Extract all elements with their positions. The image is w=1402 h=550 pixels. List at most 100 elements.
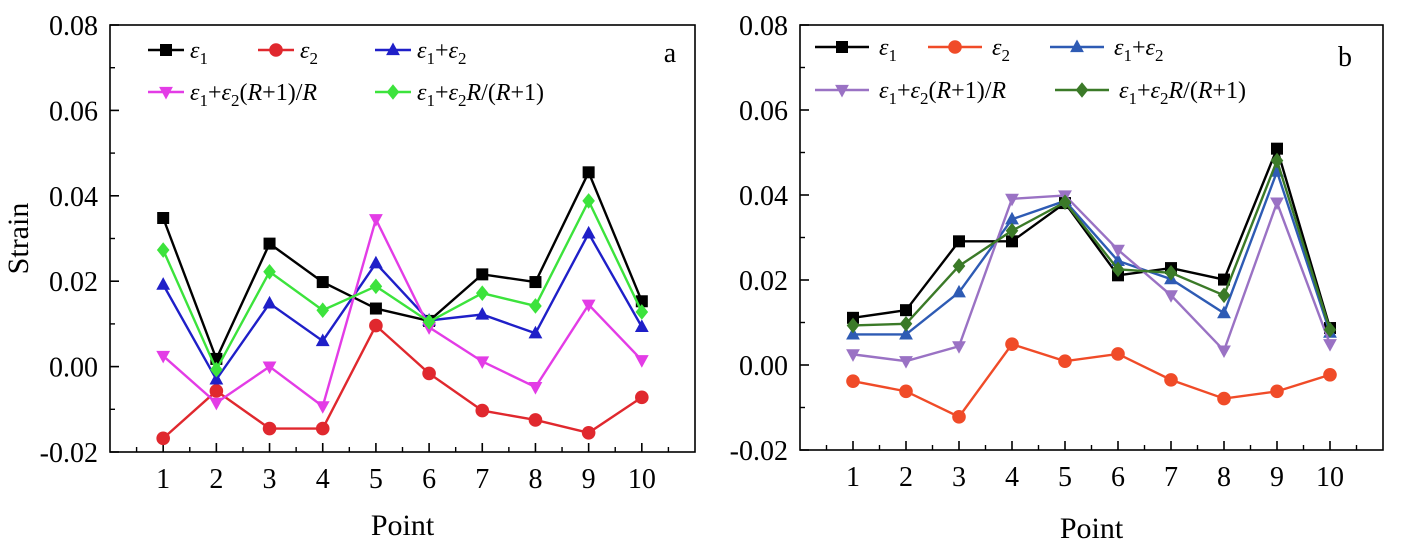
data-point — [1323, 321, 1337, 338]
legend-entry: ε1 — [148, 38, 208, 68]
legend-label: ε1 — [879, 35, 897, 65]
data-point — [528, 413, 543, 427]
legend-swatch-marker — [835, 84, 849, 98]
y-tick-label: 0.06 — [739, 96, 788, 127]
series-1 — [846, 337, 1337, 424]
series-line — [852, 194, 1332, 363]
data-point — [1217, 345, 1231, 359]
series-3 — [846, 190, 1337, 369]
x-tick-label: 5 — [1058, 462, 1072, 493]
data-point — [952, 284, 966, 298]
legend-entry: ε1 — [815, 35, 897, 65]
data-point — [953, 235, 965, 248]
legend-entry: ε1+ε2(R+1)/R — [815, 78, 1006, 108]
legend-entry: ε1+ε2R/(R+1) — [375, 80, 544, 110]
data-point — [476, 268, 489, 281]
legend-swatch-marker — [159, 86, 173, 100]
data-point — [156, 242, 170, 258]
y-tick-label: 0.04 — [49, 182, 98, 213]
x-tick-label: 8 — [1217, 462, 1231, 493]
data-point — [209, 371, 224, 385]
data-point — [582, 166, 595, 179]
legend: ε1 ε2 ε1+ε2 ε1+ε2(R+1)/R ε1+ε2R/(R+1) — [148, 38, 544, 110]
data-point — [369, 214, 383, 227]
series-2 — [846, 164, 1337, 340]
x-axis-title: Point — [371, 509, 435, 542]
data-point — [209, 397, 224, 411]
data-point — [316, 276, 329, 289]
legend: ε1 ε2 ε1+ε2 ε1+ε2(R+1)/R ε1+ε2R/(R+1) — [815, 35, 1246, 108]
data-point — [315, 401, 330, 414]
y-tick-label: 0.08 — [49, 11, 98, 42]
data-point — [369, 255, 383, 269]
x-tick-label: 6 — [1111, 462, 1125, 493]
data-point — [1058, 194, 1072, 211]
legend-entry: ε1+ε2 — [1050, 35, 1163, 65]
series-4 — [156, 193, 649, 378]
data-point — [1111, 253, 1125, 266]
y-tick-label: 0.02 — [739, 266, 788, 297]
data-point — [1323, 339, 1337, 352]
legend-swatch-marker — [836, 41, 848, 53]
x-tick-label: 10 — [1316, 462, 1344, 493]
data-point — [529, 276, 542, 289]
data-point — [582, 193, 595, 209]
data-point — [1005, 211, 1019, 225]
data-point — [952, 258, 966, 274]
data-point — [475, 356, 490, 369]
series-line — [162, 230, 643, 382]
data-point — [899, 384, 913, 399]
data-point — [422, 366, 436, 381]
data-point — [1006, 235, 1018, 248]
y-tick-label: -0.02 — [730, 436, 788, 467]
chart-panel-b: -0.02 0.00 0.02 0.04 0.06 0.08 1 2 3 4 5 6 7 8 9 10 Poin… — [730, 11, 1384, 545]
data-point — [475, 307, 490, 320]
x-tick-label: 5 — [369, 464, 383, 495]
data-point — [581, 299, 596, 313]
data-point — [262, 421, 277, 436]
data-point — [1111, 244, 1125, 258]
y-tick-label: -0.02 — [40, 438, 98, 469]
series-1 — [156, 318, 649, 446]
chart-panel-a: -0.02 0.00 0.02 0.04 0.06 0.08 1 2 3 4 5 6 7 8 9 10 Poin… — [2, 11, 696, 542]
data-point — [1005, 222, 1019, 239]
legend-swatch-marker — [1070, 39, 1084, 53]
data-point — [581, 425, 596, 440]
data-point — [528, 325, 543, 339]
series-line — [852, 156, 1332, 331]
x-tick-label: 9 — [1270, 462, 1284, 493]
y-tick-label: 0.00 — [739, 351, 788, 382]
data-point — [369, 302, 382, 315]
data-point — [1323, 367, 1337, 382]
data-point — [1217, 305, 1231, 319]
legend-label: ε1+ε2 — [1114, 35, 1163, 65]
legend-entry: ε2 — [928, 35, 1010, 65]
legend-label: ε2 — [992, 35, 1010, 65]
data-point — [1271, 142, 1283, 155]
data-point — [846, 374, 860, 388]
y-tick-label: 0.02 — [49, 267, 98, 298]
series-line — [852, 342, 1331, 419]
data-point — [1164, 264, 1178, 281]
data-point — [316, 302, 330, 319]
data-point — [1270, 384, 1284, 399]
legend-swatch-marker — [948, 40, 962, 54]
data-point — [1111, 347, 1125, 361]
data-point — [1111, 261, 1125, 278]
data-point — [1270, 197, 1284, 211]
data-point — [1005, 337, 1019, 351]
x-tick-label: 2 — [899, 462, 913, 493]
series-4 — [846, 152, 1337, 338]
data-point — [1058, 354, 1072, 368]
series-0 — [847, 142, 1336, 335]
legend-entry: ε1+ε2R/(R+1) — [1055, 78, 1246, 108]
x-tick-label: 6 — [422, 464, 436, 495]
data-point — [899, 315, 913, 332]
data-point — [315, 421, 330, 436]
series-0 — [157, 166, 648, 365]
legend-label: ε1 — [190, 38, 208, 68]
x-tick-label: 4 — [1005, 462, 1019, 493]
legend-swatch-marker — [1075, 82, 1089, 98]
x-tick-label: 8 — [528, 464, 542, 495]
legend-swatch-marker — [386, 84, 400, 100]
